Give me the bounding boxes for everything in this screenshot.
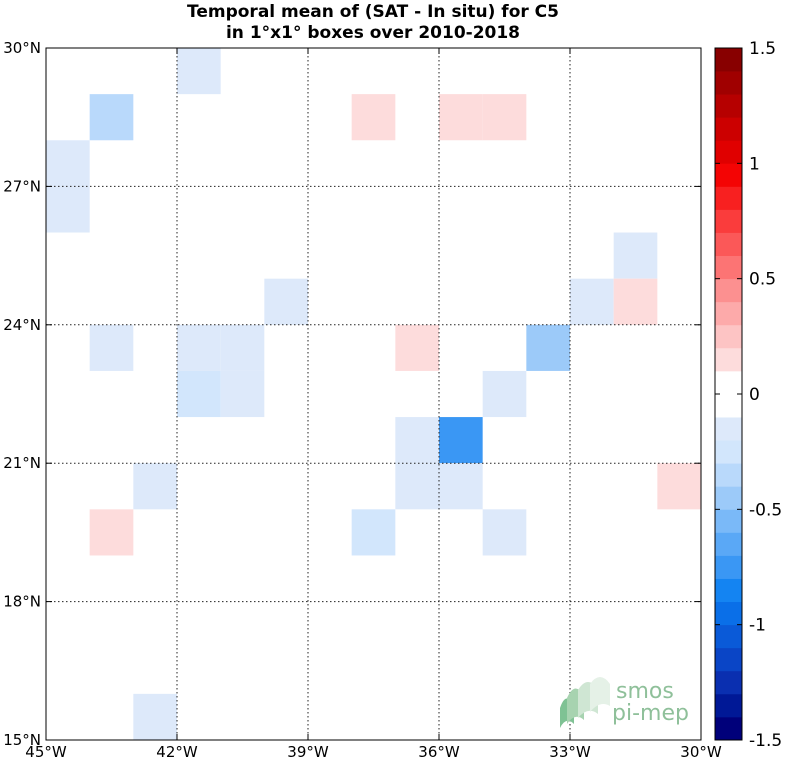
colorbar-band [715, 555, 742, 579]
colorbar-band [715, 94, 742, 118]
heatmap-cell [133, 693, 177, 740]
y-tick-label: 27°N [3, 177, 41, 195]
colorbar-band [715, 532, 742, 556]
logo-text-pi-mep: pi-mep [612, 701, 689, 726]
colorbar-band [715, 440, 742, 464]
colorbar-band [715, 578, 742, 602]
colorbar-band [715, 486, 742, 510]
colorbar-band [715, 117, 742, 141]
colorbar-band [715, 601, 742, 626]
plot-frame [45, 47, 702, 741]
wave-logo-icon [560, 677, 610, 728]
y-tick-label: 18°N [3, 593, 41, 611]
colorbar-band [715, 209, 742, 233]
colorbar-tick-label: 1.5 [749, 39, 776, 59]
graticule-grid [46, 48, 701, 740]
x-tick-label: 42°W [156, 743, 198, 760]
colorbar-band [715, 186, 742, 210]
colorbar-band [715, 301, 742, 326]
colorbar-band [715, 255, 742, 280]
heatmap-cells [46, 48, 701, 740]
colorbar-band [715, 48, 742, 72]
y-tick-label: 21°N [3, 454, 41, 472]
x-axis-ticks: 45°W 42°W 39°W 36°W 33°W 30°W [25, 48, 722, 760]
colorbar-tick-label: 0.5 [749, 270, 776, 290]
logo-text-smos: smos [616, 679, 674, 704]
colorbar-tick-label: 1 [749, 154, 760, 174]
colorbar-band [715, 347, 742, 372]
y-axis-ticks: 15°N 18°N 21°N 24°N 27°N 30°N [3, 39, 701, 749]
colorbar-tick-label: -1.5 [749, 731, 782, 751]
colorbar-band [715, 324, 742, 349]
heatmap-cell [482, 509, 527, 556]
colorbar-tick-label: -1 [749, 616, 766, 636]
heatmap-cell [482, 370, 527, 418]
chart-title-line-1: Temporal mean of (SAT - In situ) for C5 [187, 2, 559, 22]
heatmap-cell [220, 324, 265, 371]
colorbar-band [715, 463, 742, 487]
heatmap-cell [177, 370, 221, 418]
heatmap-cell [89, 324, 134, 371]
heatmap-cell [89, 94, 134, 141]
heatmap-cell [46, 186, 90, 233]
colorbar-band [715, 71, 742, 95]
heatmap-cell [46, 140, 90, 187]
colorbar-band [715, 693, 742, 718]
colorbar-band [715, 140, 742, 164]
colorbar-tick-label: 0 [749, 385, 760, 405]
x-tick-label: 30°W [680, 743, 722, 760]
x-tick-label: 45°W [25, 743, 67, 760]
heatmap-cell [439, 463, 483, 510]
heatmap-cell [264, 278, 308, 325]
heatmap-cell [439, 417, 483, 464]
heatmap-cell [395, 417, 439, 464]
colorbar-band [715, 163, 742, 187]
y-tick-label: 15°N [3, 731, 41, 749]
heatmap-cell [89, 509, 134, 556]
colorbar-band [715, 417, 742, 441]
heatmap-cell [613, 278, 658, 325]
heatmap-cell [351, 509, 396, 556]
colorbar-band [715, 278, 742, 303]
colorbar-band [715, 624, 742, 649]
heatmap-cell [395, 463, 439, 510]
heatmap-cell [570, 278, 614, 325]
heatmap-cell [220, 370, 265, 418]
colorbar-band [715, 509, 742, 533]
heatmap-cell [482, 94, 527, 141]
x-tick-label: 39°W [287, 743, 329, 760]
heatmap-cell [613, 232, 658, 279]
x-tick-label: 36°W [418, 743, 460, 760]
colorbar-band [715, 370, 742, 395]
heatmap-cell [133, 463, 177, 510]
colorbar-band [715, 670, 742, 695]
smos-pi-mep-logo: smos pi-mep [560, 677, 689, 728]
colorbar: 1.5 1 0.5 0 -0.5 -1 -1.5 [714, 39, 782, 751]
colorbar-band [715, 716, 742, 741]
colorbar-band [715, 394, 742, 418]
heatmap-cell [657, 463, 701, 510]
heatmap-cell [526, 324, 570, 371]
colorbar-band [715, 647, 742, 672]
heatmap-cell [177, 48, 221, 95]
y-tick-label: 24°N [3, 316, 41, 334]
colorbar-band [715, 232, 742, 256]
x-tick-label: 33°W [549, 743, 591, 760]
heatmap-cell [177, 324, 221, 371]
chart-title-line-2: in 1°x1° boxes over 2010-2018 [226, 23, 520, 43]
colorbar-tick-label: -0.5 [749, 500, 782, 520]
heatmap-cell [351, 94, 396, 141]
y-tick-label: 30°N [3, 39, 41, 57]
heatmap-cell [439, 94, 483, 141]
heatmap-cell [395, 324, 439, 371]
